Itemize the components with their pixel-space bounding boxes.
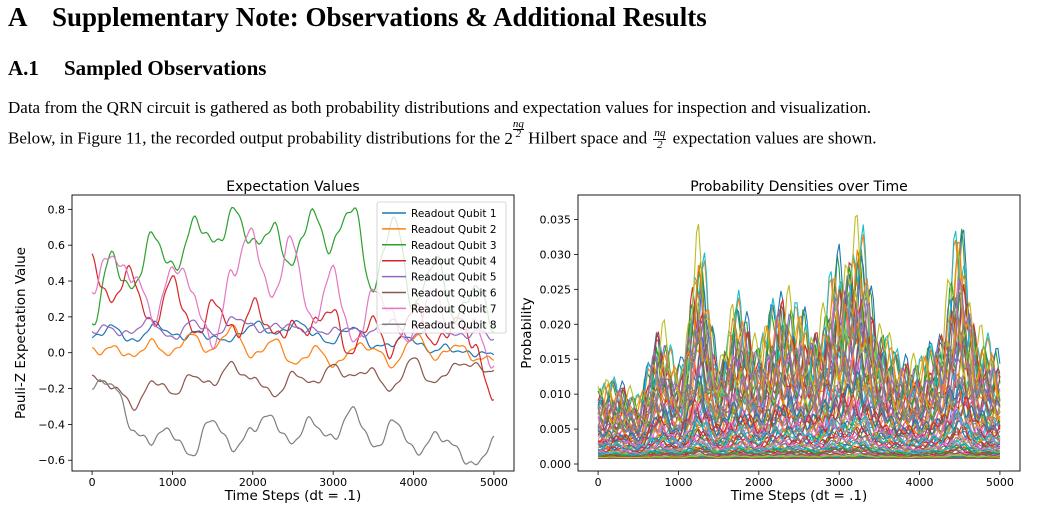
x-tick-label: 0 — [89, 476, 96, 489]
subsection-heading: A.1 Sampled Observations — [8, 56, 266, 81]
y-tick-label: 0.000 — [540, 458, 572, 471]
y-tick-label: 0.010 — [540, 388, 572, 401]
density-line — [597, 241, 1001, 422]
y-tick-label: −0.4 — [38, 418, 65, 431]
paragraph-line-1: Data from the QRN circuit is gathered as… — [8, 98, 872, 117]
x-tick-label: 1000 — [158, 476, 186, 489]
body-paragraph: Data from the QRN circuit is gathered as… — [8, 94, 1038, 152]
density-line — [597, 433, 1000, 456]
chart-2: 0 1000 2000 3000 4000 5000 0.000 0.005 0.010 0.01… — [519, 179, 1021, 504]
series-line — [91, 357, 495, 411]
density-line — [597, 383, 1001, 448]
fraction-math: nq 2 — [653, 127, 667, 152]
legend-label: Readout Qubit 2 — [411, 224, 497, 236]
line-2-part-b: Hilbert space and — [528, 128, 648, 148]
x-tick-label: 4000 — [400, 476, 428, 489]
hilbert-dimension-math: 2 nq 2 — [504, 119, 524, 148]
y-tick-label: 0.8 — [48, 203, 66, 216]
axes-frame — [577, 194, 1021, 472]
x-tick-label: 3000 — [319, 476, 347, 489]
subsection-title: Sampled Observations — [64, 56, 267, 80]
chart-1: 0 1000 2000 3000 4000 5000 −0.6 −0.4 −0.2 0.0 0.2 0… — [13, 179, 515, 504]
legend — [376, 201, 507, 334]
series-line — [91, 379, 495, 466]
y-tick-label: 0.2 — [48, 311, 66, 324]
density-line — [597, 409, 1001, 452]
x-tick-label: 2000 — [239, 476, 267, 489]
density-line — [598, 454, 1000, 459]
y-tick-label: 0.025 — [540, 283, 572, 296]
x-tick-label: 5000 — [480, 476, 508, 489]
legend-label: Readout Qubit 7 — [411, 303, 497, 315]
legend-label: Readout Qubit 4 — [411, 256, 497, 268]
series-line — [91, 253, 495, 402]
x-tick-label: 3000 — [825, 476, 853, 489]
math-base: 2 — [504, 128, 513, 148]
density-line — [597, 423, 1001, 454]
section-number: A — [8, 2, 28, 32]
y-tick-label: 0.6 — [48, 239, 66, 252]
y-tick-label: 0.005 — [540, 423, 572, 436]
legend-label: Readout Qubit 1 — [411, 208, 497, 220]
density-line — [597, 425, 1001, 453]
density-line — [597, 371, 1001, 442]
chart-title: Expectation Values — [226, 179, 359, 195]
x-tick-label: 2000 — [745, 476, 773, 489]
fraction-numerator: nq — [653, 127, 667, 141]
fraction-denominator: 2 — [657, 139, 663, 152]
x-tick-label: 1000 — [664, 476, 692, 489]
paragraph-line-2: Below, in Figure 11, the recorded output… — [8, 119, 1038, 152]
density-line — [597, 295, 1001, 429]
legend-label: Readout Qubit 5 — [411, 272, 497, 284]
x-tick-label: 0 — [595, 476, 602, 489]
y-tick-label: 0.030 — [540, 248, 572, 261]
y-axis-label: Probability — [519, 297, 535, 368]
legend-label: Readout Qubit 8 — [411, 319, 497, 331]
legend-label: Readout Qubit 3 — [411, 240, 497, 252]
y-tick-label: 0.035 — [540, 213, 572, 226]
series-line — [91, 324, 495, 369]
legend-label: Readout Qubit 6 — [411, 288, 497, 300]
subsection-number: A.1 — [8, 56, 39, 80]
density-line — [598, 440, 1001, 456]
x-tick-label: 5000 — [986, 476, 1014, 489]
x-axis-label: Time Steps (dt = .1) — [224, 488, 362, 504]
line-2-part-a: Below, in Figure 11, the recorded output… — [8, 128, 501, 148]
plot-area — [597, 214, 1001, 459]
line-2-part-c: expectation values are shown. — [672, 128, 877, 148]
y-tick-label: 0.4 — [48, 275, 66, 288]
x-tick-label: 4000 — [906, 476, 934, 489]
section-heading: A Supplementary Note: Observations & Addi… — [8, 2, 707, 33]
y-tick-label: 0.0 — [48, 347, 66, 360]
axes-frame — [71, 194, 515, 472]
x-axis-label: Time Steps (dt = .1) — [730, 488, 868, 504]
y-tick-label: −0.6 — [38, 454, 65, 467]
y-tick-label: 0.020 — [540, 318, 572, 331]
chart-title: Probability Densities over Time — [690, 179, 908, 195]
y-tick-label: −0.2 — [38, 383, 65, 396]
math-exponent: nq 2 — [512, 118, 524, 140]
y-axis-label: Pauli-Z Expectation Value — [13, 247, 29, 419]
density-line — [598, 398, 1001, 448]
density-line — [598, 450, 1000, 458]
section-title: Supplementary Note: Observations & Addit… — [52, 2, 707, 32]
y-tick-label: 0.015 — [540, 353, 572, 366]
